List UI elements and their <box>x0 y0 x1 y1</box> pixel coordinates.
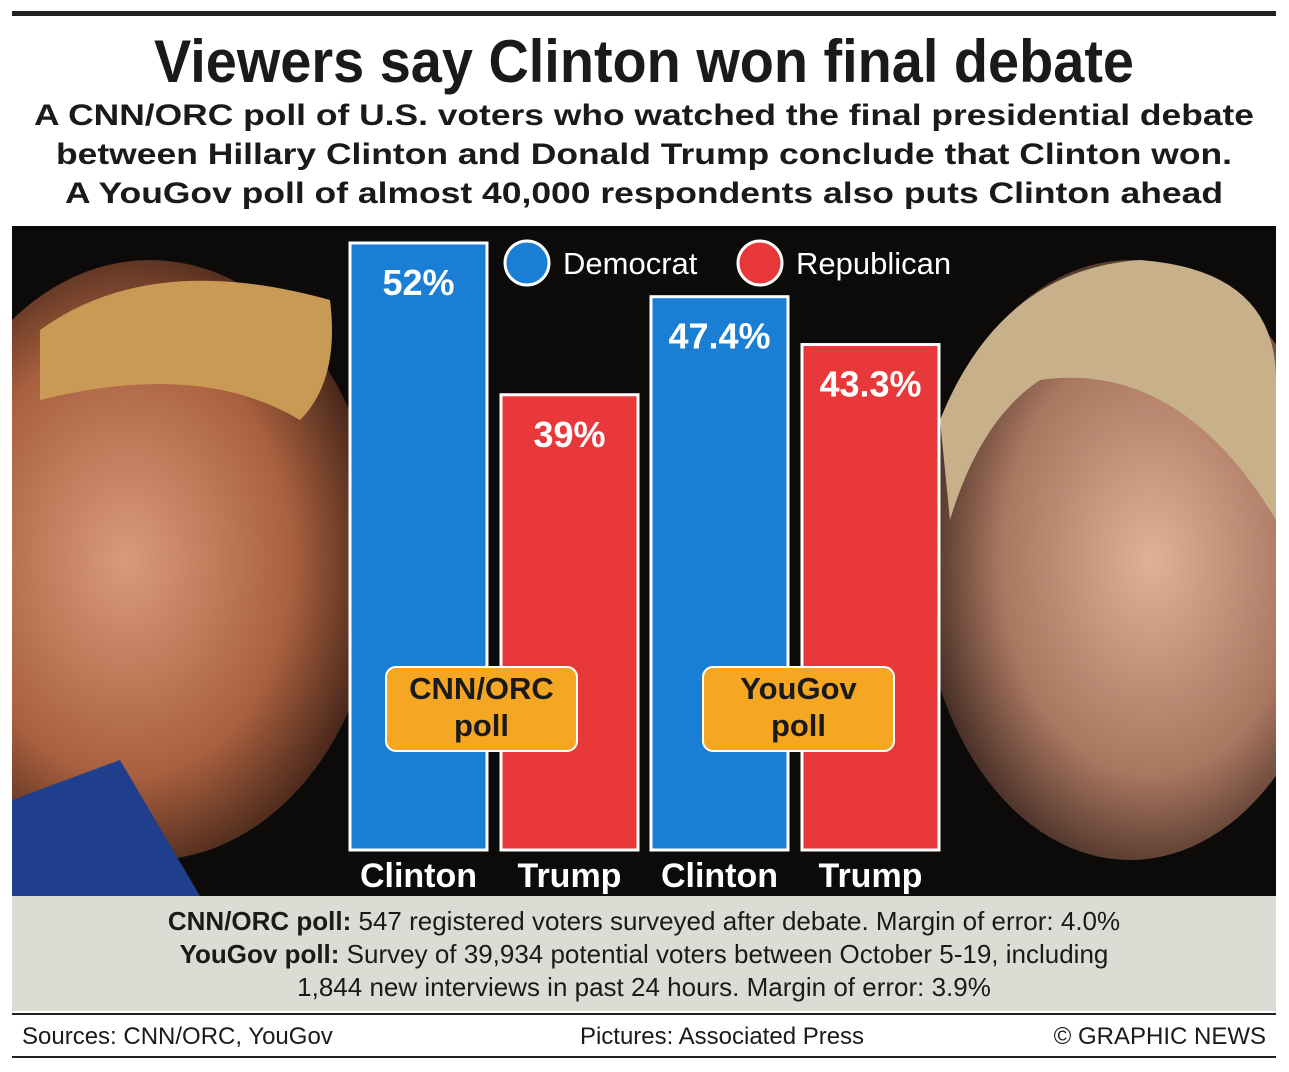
credit: © GRAPHIC NEWS <box>1054 1023 1266 1050</box>
legend-label: Republican <box>796 246 951 281</box>
bar <box>348 241 489 852</box>
legend-swatch <box>736 239 784 287</box>
category-label: Trump <box>819 857 923 895</box>
bar <box>649 295 790 852</box>
value-label: 39% <box>533 414 605 455</box>
bar <box>499 393 640 852</box>
note: CNN/ORC poll: 547 registered voters surv… <box>168 906 1120 936</box>
photo-panel <box>12 226 1276 896</box>
category-label: Clinton <box>360 857 477 895</box>
note-text: 547 registered voters surveyed after deb… <box>351 906 1120 936</box>
category-label: Clinton <box>661 857 778 895</box>
legend-label: Democrat <box>563 246 698 281</box>
note-label: YouGov poll: <box>180 939 340 969</box>
subtitle: A YouGov poll of almost 40,000 responden… <box>65 177 1223 210</box>
rule <box>12 1056 1276 1058</box>
bar <box>800 343 941 852</box>
subtitle: A CNN/ORC poll of U.S. voters who watche… <box>34 99 1254 132</box>
note: 1,844 new interviews in past 24 hours. M… <box>297 972 991 1002</box>
rule <box>12 1013 1276 1015</box>
category-label: Trump <box>518 857 622 895</box>
group-label: CNN/ORC <box>409 671 554 706</box>
note-text: Survey of 39,934 potential voters betwee… <box>339 939 1108 969</box>
legend-swatch <box>503 239 551 287</box>
group-label: poll <box>454 708 509 743</box>
value-label: 43.3% <box>819 364 921 405</box>
group-label: YouGov <box>740 671 857 706</box>
value-label: 52% <box>382 262 454 303</box>
pictures-credit: Pictures: Associated Press <box>580 1023 864 1050</box>
chart-title: Viewers say Clinton won final debate <box>154 28 1134 95</box>
notes-band <box>12 896 1276 1011</box>
sources: Sources: CNN/ORC, YouGov <box>22 1023 333 1050</box>
value-label: 47.4% <box>668 316 770 357</box>
group-box <box>385 666 578 752</box>
subtitle: between Hillary Clinton and Donald Trump… <box>56 138 1232 171</box>
note-label: CNN/ORC poll: <box>168 906 351 936</box>
group-label: poll <box>771 708 826 743</box>
note: YouGov poll: Survey of 39,934 potential … <box>180 939 1109 969</box>
top-rule <box>12 11 1276 16</box>
group-box <box>702 666 895 752</box>
